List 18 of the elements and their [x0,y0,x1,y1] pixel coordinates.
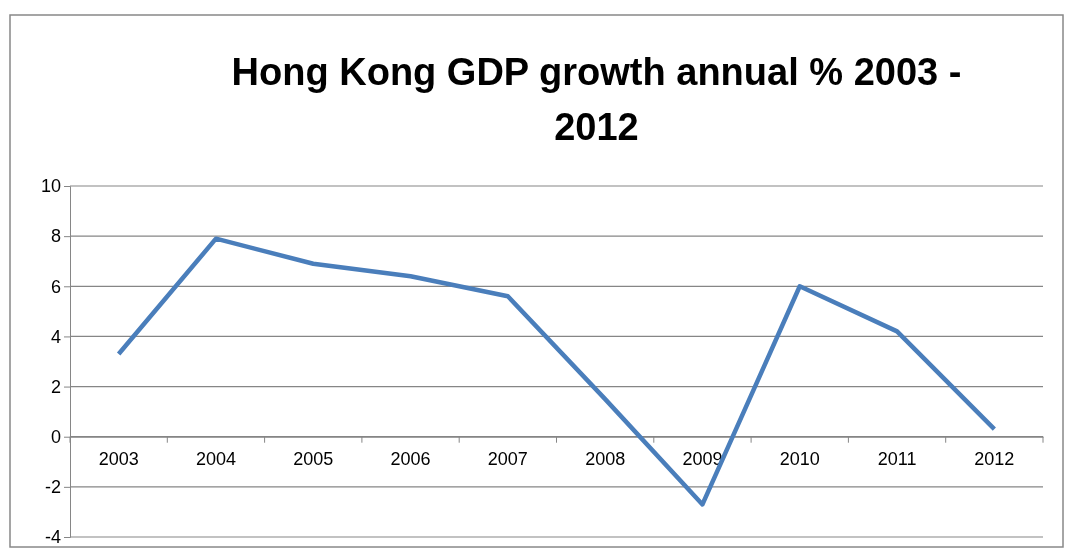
y-tick-label: 6 [50,276,61,297]
x-tick-label: 2007 [487,449,528,470]
y-tick-label: 4 [50,326,61,347]
x-tick-label: 2006 [390,449,431,470]
y-tick-label: -4 [44,527,61,548]
x-tick-label: 2008 [585,449,626,470]
x-tick-label: 2012 [974,449,1015,470]
y-tick-label: 2 [50,376,61,397]
y-tick-label: 0 [50,426,61,447]
x-tick-label: 2003 [98,449,139,470]
y-tick-label: 8 [50,226,61,247]
x-tick-label: 2011 [877,449,917,470]
x-tick-label: 2005 [293,449,334,470]
x-tick-label: 2004 [195,449,236,470]
y-tick-label: -2 [44,477,61,498]
chart-title: Hong Kong GDP growth annual % 2003 - 2012 [231,51,962,148]
x-tick-label: 2010 [779,449,820,470]
y-tick-label: 10 [40,176,61,197]
